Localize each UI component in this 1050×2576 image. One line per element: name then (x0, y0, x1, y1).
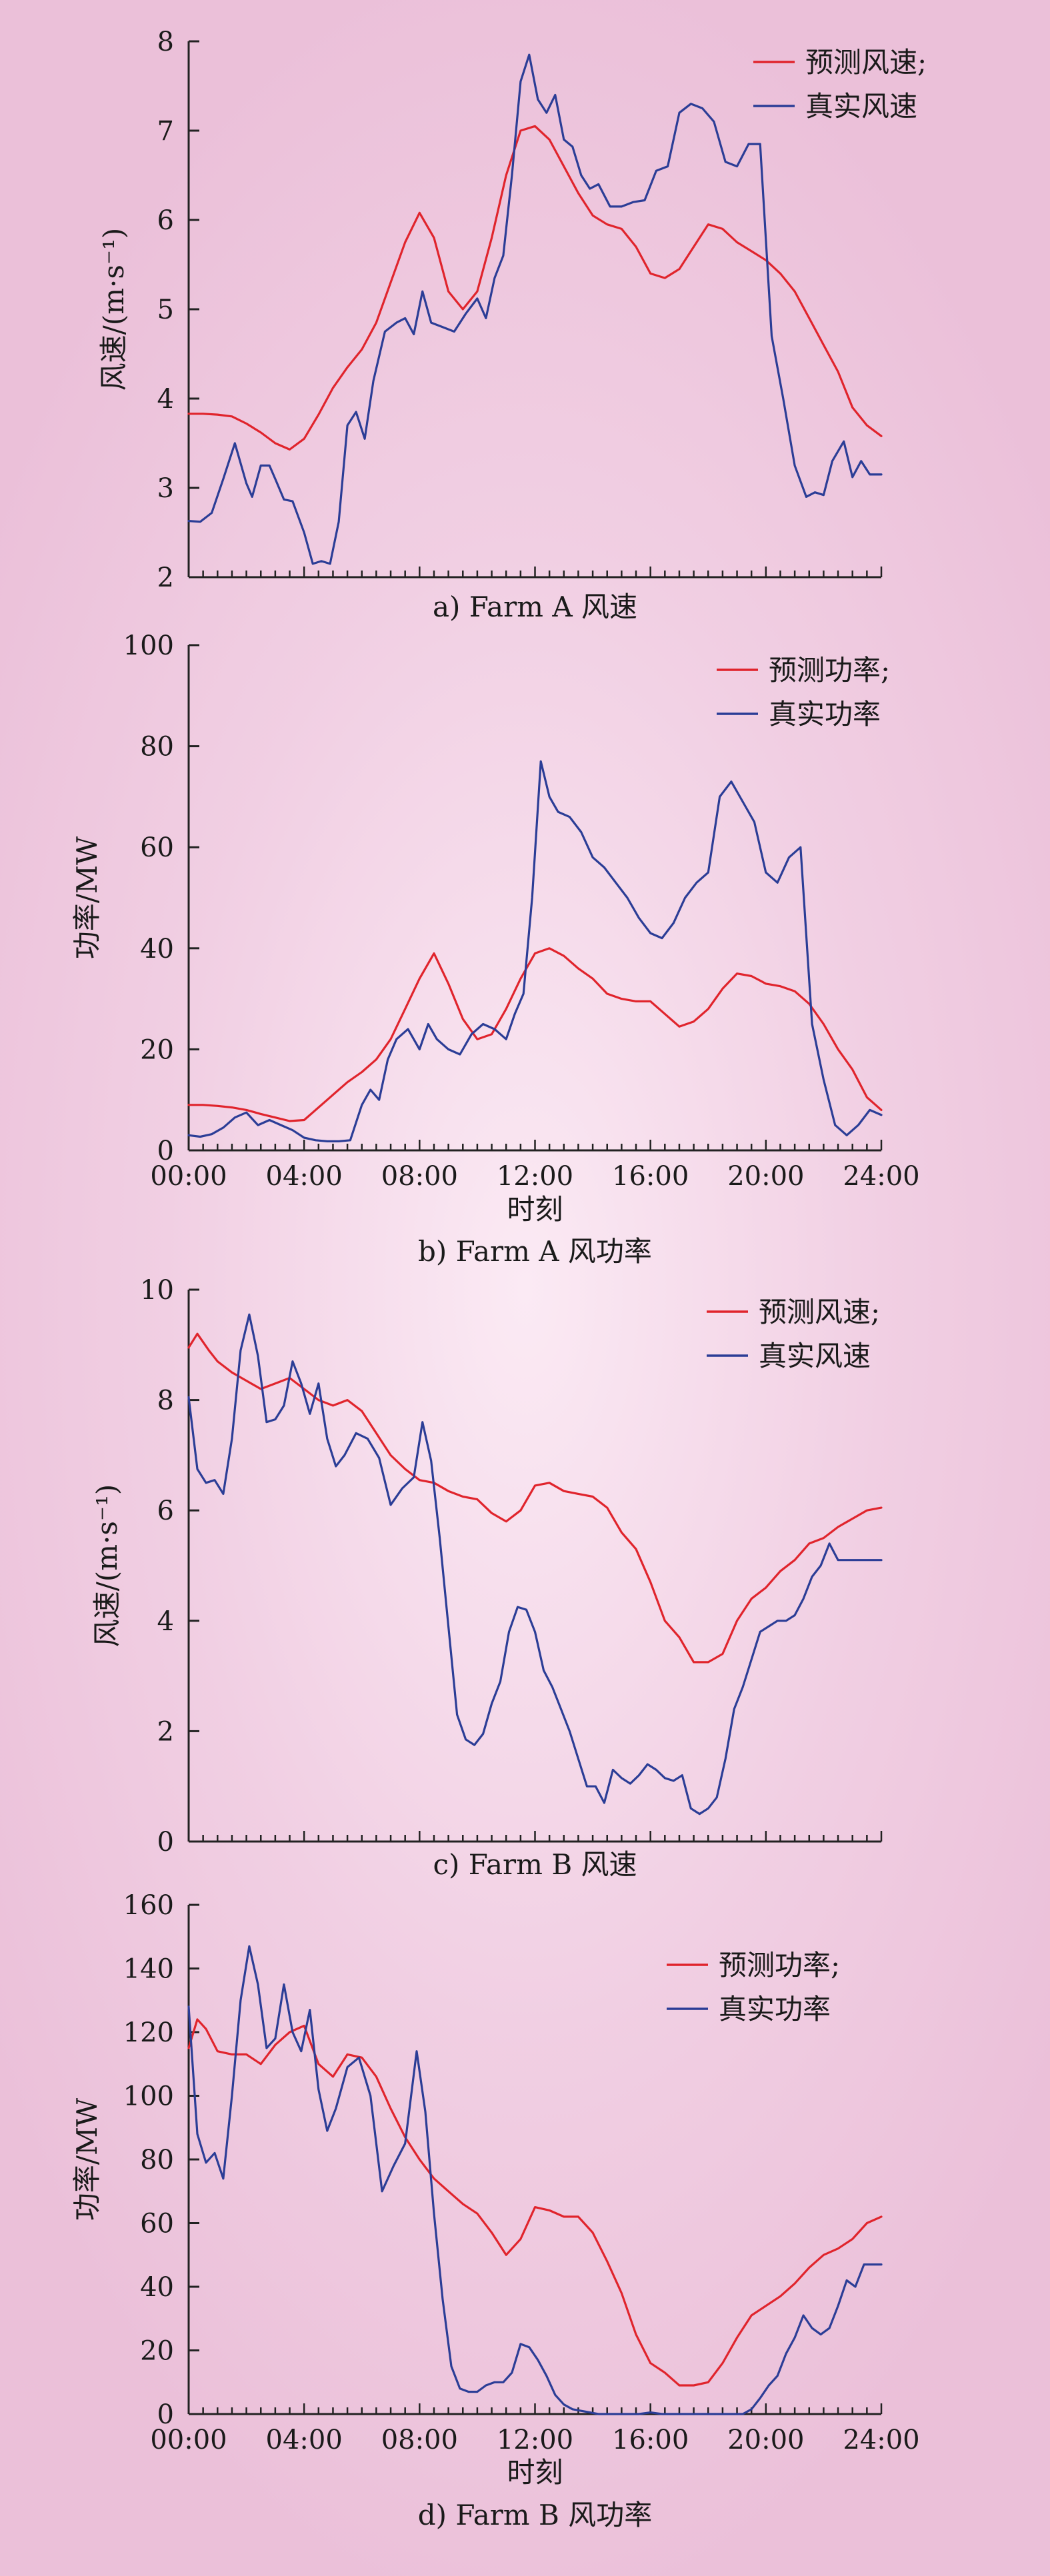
legend-label: 预测风速; (805, 46, 927, 79)
series-line-forecast (187, 125, 883, 451)
series-line-actual (187, 1945, 883, 2415)
y-axis-title: 风速/(m·s⁻¹) (97, 228, 130, 391)
x-tick-label: 24:00 (843, 2425, 919, 2455)
y-tick-label: 160 (123, 1890, 174, 1921)
x-axis-title: 时刻 (507, 2456, 563, 2489)
legend-label: 真实功率 (769, 698, 881, 730)
x-tick-label: 12:00 (497, 1161, 573, 1192)
series-line-forecast (187, 2018, 883, 2387)
series-line-actual (187, 1313, 883, 1816)
y-tick-label: 20 (140, 1034, 174, 1065)
y-tick-label: 40 (140, 2272, 174, 2303)
x-tick-label: 00:00 (150, 2425, 227, 2455)
chart-caption: a) Farm A 风速 (433, 591, 637, 623)
legend-label: 真实功率 (719, 1993, 831, 2025)
y-tick-label: 8 (157, 27, 174, 57)
y-tick-label: 2 (157, 563, 174, 593)
x-tick-label: 20:00 (727, 1161, 804, 1192)
y-tick-label: 120 (123, 2017, 174, 2048)
y-tick-label: 2 (157, 1716, 174, 1747)
y-tick-label: 6 (157, 1496, 174, 1526)
y-tick-label: 0 (157, 2399, 174, 2430)
series-line-forecast (187, 1332, 883, 1664)
y-axis-title: 功率/MW (71, 2097, 103, 2221)
x-tick-label: 16:00 (612, 2425, 689, 2455)
legend-label: 真实风速 (805, 90, 917, 123)
y-tick-label: 5 (157, 295, 174, 325)
y-tick-label: 140 (123, 1954, 174, 1985)
chart-panel-d: 0 20 40 60 80 100 120 140 160 00:00 04:00 08:00 12:0… (71, 1890, 920, 2531)
y-tick-label: 6 (157, 205, 174, 236)
legend-label: 预测功率; (769, 654, 890, 686)
chart-panel-a: 2 3 4 5 6 7 8 风速/(m·s⁻¹) 预测风速; 真实风速 a) Farm A 风速 (97, 27, 927, 623)
legend-label: 预测功率; (719, 1949, 840, 1981)
x-tick-label: 04:00 (266, 2425, 343, 2455)
series-line-forecast (187, 947, 883, 1122)
y-tick-label: 0 (157, 1827, 174, 1858)
x-tick-label: 12:00 (497, 2425, 573, 2455)
y-tick-label: 80 (140, 2145, 174, 2175)
x-tick-label: 08:00 (381, 2425, 458, 2455)
x-axis-title: 时刻 (507, 1193, 563, 1226)
x-tick-label: 00:00 (150, 1161, 227, 1192)
chart-panel-b: 0 20 40 60 80 100 00:00 04:00 08:00 12:00 16:00 20:… (71, 631, 920, 1268)
series-line-actual (187, 760, 883, 1143)
x-tick-label: 08:00 (381, 1161, 458, 1192)
x-tick-label: 20:00 (727, 2425, 804, 2455)
y-tick-label: 20 (140, 2336, 174, 2367)
legend-label: 预测风速; (759, 1296, 880, 1328)
chart-caption: b) Farm A 风功率 (418, 1235, 652, 1268)
y-tick-label: 80 (140, 732, 174, 762)
chart-caption: d) Farm B 风功率 (418, 2499, 652, 2531)
legend-label: 真实风速 (759, 1340, 871, 1372)
y-tick-label: 0 (157, 1136, 174, 1166)
y-tick-label: 60 (140, 832, 174, 863)
y-tick-label: 4 (157, 384, 174, 415)
y-tick-label: 7 (157, 116, 174, 147)
y-axis-title: 风速/(m·s⁻¹) (91, 1484, 123, 1648)
y-axis-title: 功率/MW (71, 836, 103, 959)
x-tick-label: 16:00 (612, 1161, 689, 1192)
y-tick-label: 4 (157, 1606, 174, 1637)
series-line-actual (187, 53, 883, 565)
chart-caption: c) Farm B 风速 (433, 1848, 637, 1881)
y-tick-label: 40 (140, 934, 174, 964)
y-tick-label: 60 (140, 2209, 174, 2239)
y-tick-label: 100 (123, 631, 174, 661)
x-tick-label: 24:00 (843, 1161, 919, 1192)
x-tick-label: 04:00 (266, 1161, 343, 1192)
chart-panel-c: 0 2 4 6 8 10 风速/(m·s⁻¹) 预测风速; 真实风速 c) Farm B 风速 (91, 1275, 883, 1881)
y-tick-label: 3 (157, 473, 174, 504)
y-tick-label: 100 (123, 2081, 174, 2112)
y-tick-label: 10 (140, 1275, 174, 1306)
y-tick-label: 8 (157, 1386, 174, 1416)
